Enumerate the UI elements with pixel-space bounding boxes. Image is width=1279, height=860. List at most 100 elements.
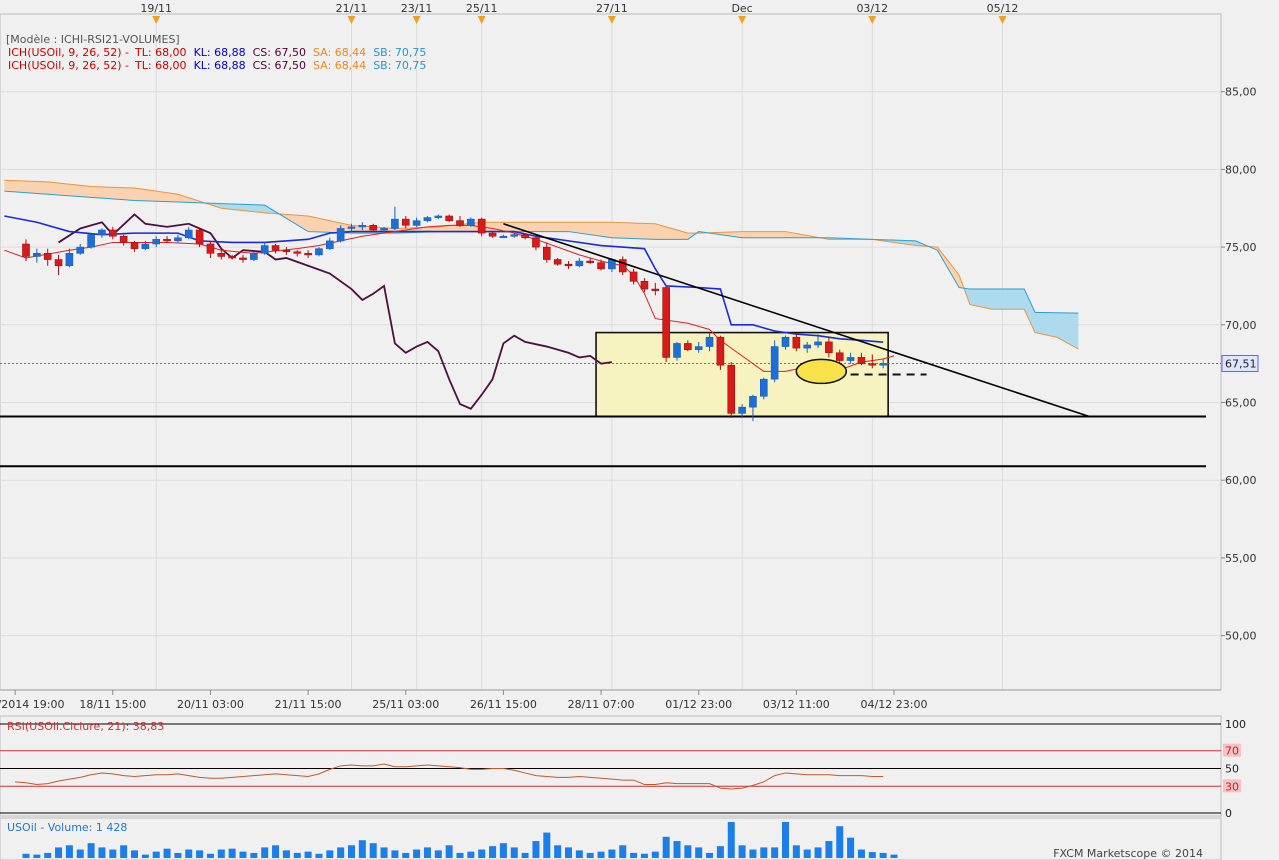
candle-body: [152, 239, 160, 245]
candle-body: [304, 253, 312, 256]
volume-bar: [98, 847, 106, 858]
candle-body: [347, 226, 356, 229]
volume-bar: [478, 849, 486, 858]
volume-bar: [847, 837, 855, 858]
candle-body: [87, 234, 95, 248]
top-date-label: 23/11: [401, 2, 433, 15]
volume-bar: [228, 848, 236, 858]
candle-body: [684, 343, 692, 350]
candle-body: [228, 256, 236, 259]
volume-bar: [304, 851, 312, 858]
candle-body: [499, 235, 508, 239]
candle-body: [868, 363, 877, 366]
volume-bar: [239, 851, 247, 858]
legend-entry: SB: 70,75: [373, 46, 426, 59]
volume-bar: [782, 822, 789, 858]
volume-bar: [521, 852, 529, 858]
volume-bar: [489, 846, 497, 858]
candle-body: [239, 257, 247, 260]
legend-entry: KL: 68,88: [194, 46, 246, 59]
candle-body: [857, 357, 866, 364]
volume-bar: [315, 853, 323, 858]
volume-bar: [575, 850, 583, 858]
candle-body: [716, 336, 725, 366]
volume-bar: [727, 822, 735, 858]
candle-body: [564, 263, 573, 267]
volume-bar: [174, 852, 182, 858]
rsi-panel-frame: [0, 715, 1222, 817]
legend-entry: CS: 67,50: [253, 46, 306, 59]
volume-bar: [206, 853, 214, 858]
volume-bar: [467, 851, 475, 858]
legend-entry: CS: 67,50: [253, 59, 306, 72]
volume-bar: [185, 849, 193, 858]
candle-body: [814, 341, 822, 346]
senkou-span-b-line: [4, 190, 1079, 314]
candle-body: [54, 259, 63, 267]
candle-body: [835, 352, 844, 361]
volume-bar: [890, 854, 898, 858]
candle-body: [434, 215, 443, 218]
candle-body: [358, 225, 367, 228]
volume-bar: [640, 853, 648, 858]
candle-body: [727, 364, 736, 414]
candle-body: [803, 344, 812, 349]
legend-entry: TL: 68,00: [134, 59, 187, 72]
volume-bar: [771, 847, 779, 858]
volume-bar: [358, 840, 366, 858]
top-date-label: Dec: [731, 2, 752, 15]
last-price-tag: [1221, 354, 1259, 372]
volume-bar: [499, 843, 507, 858]
volume-bar: [760, 847, 768, 858]
candle-body: [325, 240, 334, 249]
volume-bar: [120, 845, 128, 858]
candle-body: [542, 246, 551, 260]
candle-body: [738, 406, 746, 414]
volume-bar: [44, 852, 52, 858]
ellipse-marker: [795, 358, 848, 385]
date-marker-icon: [868, 16, 877, 24]
candle-body: [521, 234, 529, 239]
volume-bar: [109, 849, 117, 858]
rsi-level-tag: [1223, 779, 1241, 793]
candle-body: [336, 228, 345, 242]
volume-bar: [272, 845, 280, 858]
rsi-level-tag: [1223, 743, 1241, 757]
volume-bar: [738, 845, 746, 858]
volume-bar: [597, 851, 605, 858]
candle-body: [694, 346, 703, 350]
watermark: FXCM Marketscope © 2014: [1053, 847, 1203, 860]
volume-bar: [684, 845, 692, 858]
volume-bar: [326, 850, 334, 858]
volume-bar: [131, 850, 138, 858]
rsi-level-label: 50: [1225, 763, 1239, 776]
date-marker-icon: [998, 16, 1007, 24]
candle-body: [846, 357, 855, 361]
legend-entry: TL: 68,00: [134, 46, 187, 59]
volume-bar: [586, 852, 594, 858]
candle-body: [43, 253, 52, 260]
legend-entry: SA: 68,44: [313, 59, 366, 72]
volume-bar: [413, 849, 421, 858]
y-tick-label: 80,00: [1225, 163, 1257, 176]
volume-bar: [217, 849, 225, 858]
volume-bar: [293, 852, 301, 858]
candle-body: [282, 249, 291, 253]
x-tick-label: 21/11 15:00: [275, 698, 342, 711]
volume-bar: [152, 851, 160, 858]
annotations: [503, 223, 1090, 418]
candle-body: [423, 217, 432, 221]
candle-body: [759, 378, 768, 397]
legend-entry: ICH(USOil, 9, 26, 52) -: [8, 46, 129, 59]
volume-bar: [434, 850, 442, 858]
candle-body: [250, 253, 258, 260]
volume-bar: [825, 841, 833, 858]
candle-body: [76, 246, 85, 254]
candle-body: [163, 239, 171, 242]
rsi-level-label: 30: [1225, 780, 1239, 793]
volume-bar: [87, 843, 95, 858]
volume-bar: [261, 847, 269, 858]
volume-bar: [673, 841, 681, 858]
x-tick-label: 28/11 07:00: [568, 698, 635, 711]
